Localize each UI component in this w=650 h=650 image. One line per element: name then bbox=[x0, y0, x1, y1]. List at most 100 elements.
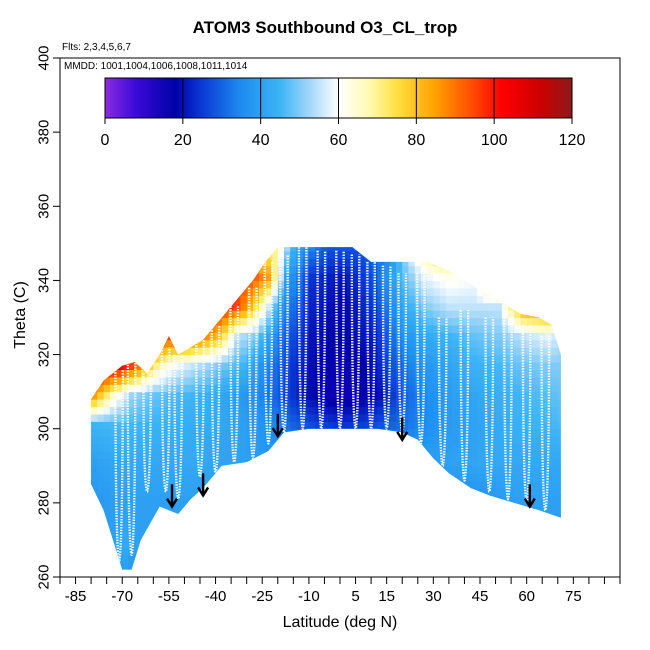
field-cell bbox=[539, 376, 546, 385]
field-cell bbox=[333, 265, 341, 274]
field-cell bbox=[532, 347, 540, 356]
field-cell bbox=[389, 258, 397, 267]
field-cell bbox=[284, 451, 291, 459]
field-cell bbox=[302, 547, 310, 556]
field-cell bbox=[564, 266, 571, 274]
field-cell bbox=[557, 376, 561, 385]
field-cell bbox=[97, 317, 105, 326]
field-cell bbox=[321, 258, 329, 267]
field-cell bbox=[147, 354, 154, 363]
field-cell bbox=[389, 324, 397, 333]
field-cell bbox=[564, 473, 571, 481]
field-cell bbox=[234, 473, 241, 482]
field-cell bbox=[240, 413, 248, 422]
field-cell bbox=[532, 510, 540, 519]
field-cell bbox=[340, 428, 347, 437]
field-cell bbox=[557, 554, 561, 563]
field-cell bbox=[514, 539, 521, 548]
field-cell bbox=[389, 539, 397, 548]
field-cell bbox=[290, 258, 297, 267]
field-cell bbox=[458, 287, 465, 296]
field-cell bbox=[489, 413, 497, 422]
field-cell bbox=[308, 362, 316, 370]
field-cell bbox=[234, 562, 241, 570]
field-cell bbox=[495, 562, 503, 570]
field-cell bbox=[128, 250, 136, 259]
field-cell bbox=[122, 339, 129, 348]
field-cell bbox=[420, 273, 428, 281]
field-cell bbox=[545, 495, 553, 504]
field-cell bbox=[91, 562, 98, 570]
field-cell bbox=[483, 362, 490, 370]
field-cell bbox=[464, 247, 472, 252]
field-cell bbox=[234, 539, 241, 548]
field-cell bbox=[234, 495, 241, 504]
field-cell bbox=[196, 502, 204, 511]
field-cell bbox=[408, 399, 416, 408]
field-cell bbox=[172, 406, 179, 415]
field-cell bbox=[178, 406, 185, 415]
field-cell bbox=[159, 451, 167, 459]
y-tick-label: 340 bbox=[35, 268, 52, 293]
field-cell bbox=[128, 369, 136, 378]
field-cell bbox=[377, 510, 385, 519]
field-cell bbox=[252, 436, 260, 445]
field-cell bbox=[420, 413, 428, 422]
field-cell bbox=[433, 465, 441, 474]
field-cell bbox=[134, 554, 142, 563]
field-cell bbox=[420, 554, 428, 563]
field-cell bbox=[539, 236, 546, 244]
field-cell bbox=[153, 562, 161, 570]
field-cell bbox=[433, 384, 441, 393]
field-cell bbox=[116, 517, 123, 526]
field-cell bbox=[346, 525, 353, 534]
field-cell bbox=[91, 347, 92, 356]
field-cell bbox=[91, 413, 92, 422]
field-cell bbox=[564, 540, 571, 548]
field-cell bbox=[234, 436, 241, 445]
field-cell bbox=[420, 428, 428, 437]
field-cell bbox=[452, 310, 459, 319]
field-cell bbox=[445, 539, 453, 548]
field-cell bbox=[165, 339, 173, 348]
field-cell bbox=[153, 273, 161, 281]
field-cell bbox=[265, 347, 273, 356]
field-cell bbox=[172, 539, 179, 548]
field-cell bbox=[221, 391, 229, 400]
field-cell bbox=[190, 465, 198, 474]
field-cell bbox=[140, 539, 148, 548]
field-cell bbox=[420, 465, 428, 474]
field-cell bbox=[103, 428, 111, 437]
field-cell bbox=[489, 384, 497, 393]
field-cell bbox=[159, 258, 167, 267]
field-cell bbox=[327, 354, 335, 363]
field-cell bbox=[526, 265, 534, 274]
field-cell bbox=[377, 473, 385, 482]
field-cell bbox=[408, 525, 416, 534]
field-cell bbox=[489, 517, 497, 526]
field-cell bbox=[346, 495, 353, 504]
field-cell bbox=[396, 465, 403, 474]
field-cell bbox=[389, 421, 397, 430]
field-cell bbox=[265, 354, 273, 363]
field-cell bbox=[265, 502, 273, 511]
field-cell bbox=[140, 510, 148, 519]
field-cell bbox=[252, 369, 260, 378]
field-cell bbox=[203, 310, 210, 319]
field-cell bbox=[252, 391, 260, 400]
field-cell bbox=[520, 369, 528, 378]
field-cell bbox=[458, 554, 465, 563]
x-tick-label: 75 bbox=[565, 588, 582, 605]
field-cell bbox=[470, 376, 478, 385]
field-cell bbox=[520, 295, 528, 304]
field-cell bbox=[483, 517, 490, 526]
colorbar-tick-label: 60 bbox=[330, 132, 348, 149]
field-cell bbox=[346, 295, 353, 304]
field-cell bbox=[228, 480, 235, 489]
field-cell bbox=[228, 502, 235, 511]
field-cell bbox=[557, 525, 561, 534]
field-cell bbox=[228, 428, 235, 437]
field-cell bbox=[532, 399, 540, 408]
field-cell bbox=[470, 406, 478, 415]
field-cell bbox=[371, 406, 378, 415]
